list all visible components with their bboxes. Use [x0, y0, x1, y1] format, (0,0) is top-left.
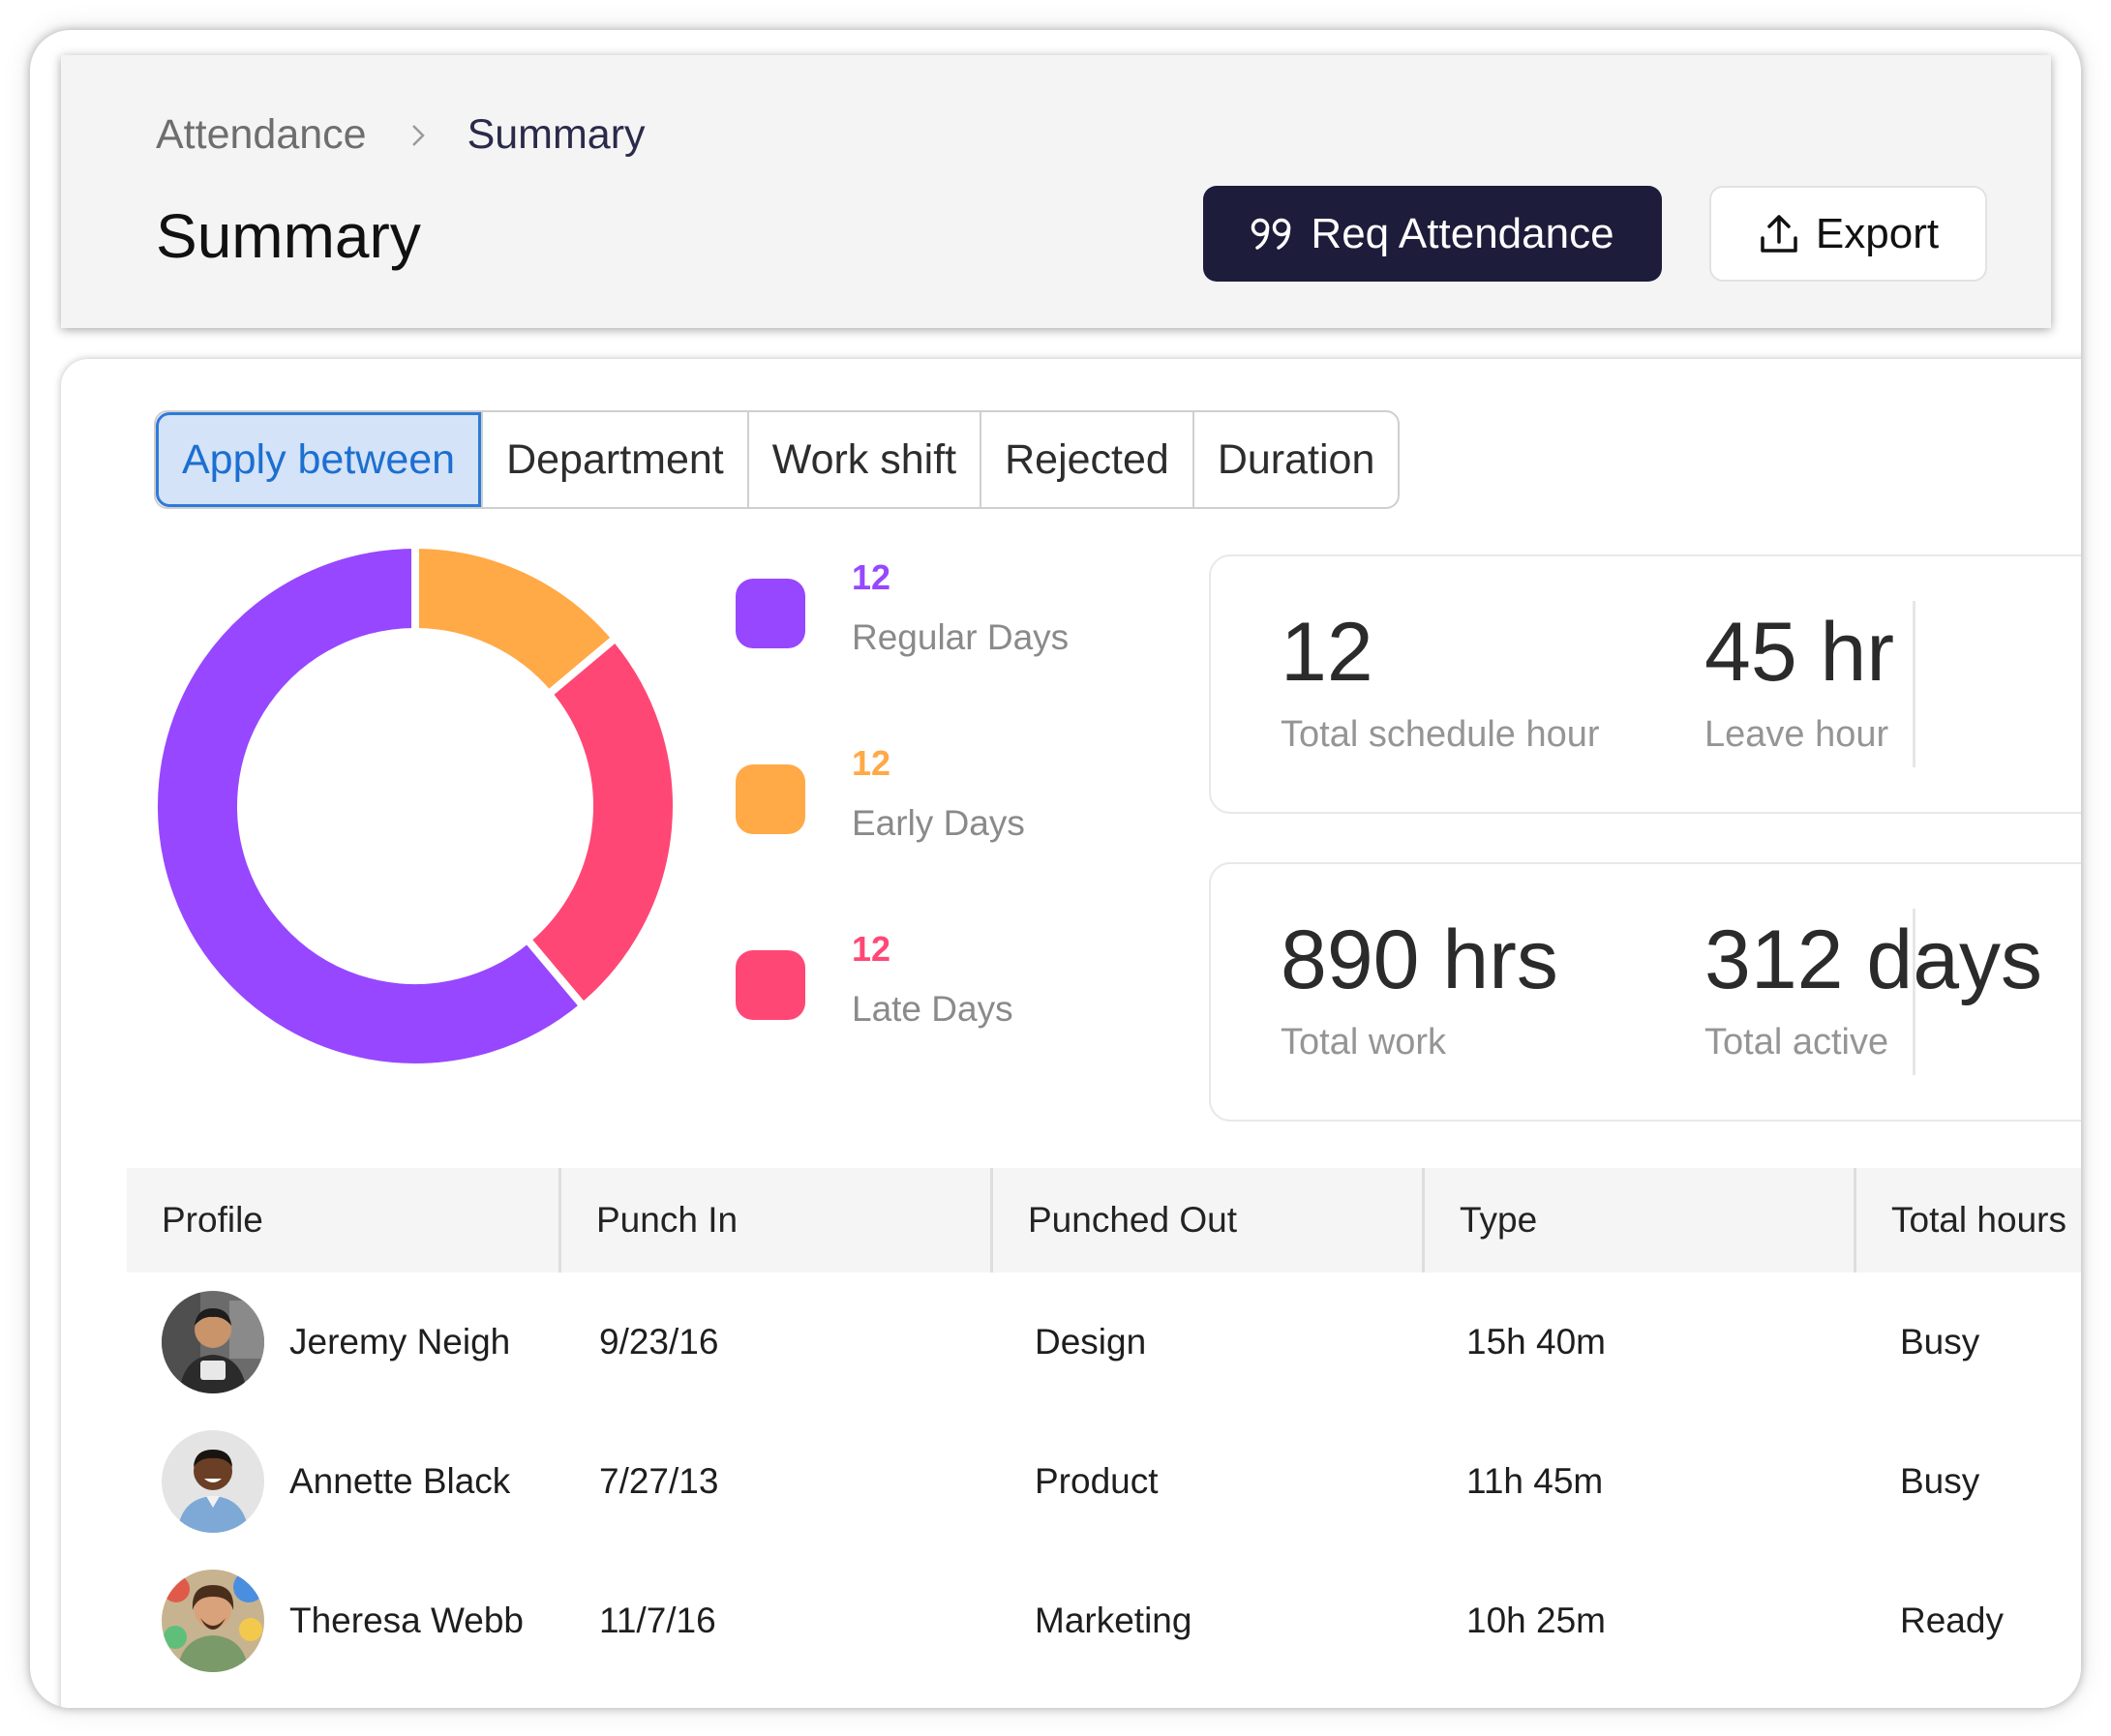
- schedule-stats-card: 12 Total schedule hour 45 hr Leave hour: [1209, 554, 2081, 814]
- type-cell: 10h 25m: [1466, 1601, 1606, 1640]
- table-row[interactable]: Theresa Webb 11/7/16 Marketing 10h 25m R…: [127, 1551, 2081, 1691]
- stat-value: 890 hrs: [1281, 913, 1558, 1006]
- profile-name: Jeremy Neigh: [289, 1322, 511, 1362]
- tab-apply-between[interactable]: Apply between: [156, 412, 482, 507]
- column-header-total-hours[interactable]: Total hours: [1854, 1168, 2081, 1272]
- stat-label: Total work: [1281, 1022, 1447, 1063]
- legend-item-regular: 12 Regular Days: [736, 557, 1103, 743]
- donut-slice-late: [522, 632, 677, 1012]
- tab-department[interactable]: Department: [481, 412, 747, 507]
- avatar: [162, 1430, 264, 1533]
- avatar: [162, 1570, 264, 1672]
- legend-item-late: 12 Late Days: [736, 929, 1103, 1115]
- total-hours-cell: Busy: [1900, 1461, 1980, 1501]
- app-window: Attendance Summary Summary Req Attendanc…: [30, 30, 2081, 1708]
- filter-tabs: Apply between Department Work shift Reje…: [154, 410, 1401, 509]
- legend-value-late: 12: [852, 929, 891, 969]
- stat-total-schedule: 12 Total schedule hour: [1281, 605, 1600, 756]
- legend-swatch-late: [736, 950, 805, 1020]
- table-row[interactable]: Annette Black 7/27/13 Product 11h 45m Bu…: [127, 1412, 2081, 1551]
- chevron-right-icon: [411, 124, 425, 146]
- profile-name: Annette Black: [289, 1461, 511, 1501]
- stat-value: 45 hr: [1704, 606, 1895, 699]
- summary-panel: Apply between Department Work shift Reje…: [61, 359, 2081, 1708]
- column-header-type[interactable]: Type: [1422, 1168, 1854, 1272]
- page-title: Summary: [156, 201, 421, 271]
- breadcrumb: Attendance Summary: [156, 111, 646, 159]
- chart-legend: 12 Regular Days 12 Early Days 12 Late Da…: [736, 557, 1103, 1115]
- stat-total-active: 312 days Total active: [1704, 913, 2042, 1063]
- column-header-punched-out[interactable]: Punched Out: [990, 1168, 1422, 1272]
- legend-swatch-early: [736, 764, 805, 834]
- stat-leave-hour: 45 hr Leave hour: [1704, 605, 1894, 756]
- stat-label: Total schedule hour: [1281, 714, 1600, 755]
- legend-value-early: 12: [852, 743, 891, 783]
- breadcrumb-attendance[interactable]: Attendance: [156, 111, 367, 158]
- total-hours-cell: Ready: [1900, 1601, 2004, 1640]
- legend-item-early: 12 Early Days: [736, 743, 1103, 929]
- breadcrumb-summary[interactable]: Summary: [467, 111, 646, 158]
- req-attendance-button[interactable]: Req Attendance: [1203, 186, 1662, 282]
- avatar: [162, 1291, 264, 1393]
- punched-out-cell: Product: [1035, 1461, 1159, 1501]
- punch-in-cell: 9/23/16: [599, 1322, 719, 1362]
- punched-out-cell: Marketing: [1035, 1601, 1192, 1640]
- stat-total-work: 890 hrs Total work: [1281, 913, 1558, 1063]
- profile-cell: Theresa Webb: [127, 1570, 558, 1672]
- work-stats-card: 890 hrs Total work 312 days Total active: [1209, 862, 2081, 1122]
- stat-label: Total active: [1704, 1022, 1889, 1063]
- export-button[interactable]: Export: [1709, 186, 1987, 282]
- profile-name: Theresa Webb: [289, 1601, 524, 1640]
- total-hours-cell: Busy: [1900, 1322, 1980, 1362]
- tab-rejected[interactable]: Rejected: [980, 412, 1192, 507]
- attendance-table: Profile Punch In Punched Out Type Total …: [127, 1168, 2081, 1691]
- type-cell: 11h 45m: [1466, 1461, 1604, 1501]
- quote-icon: [1252, 218, 1291, 250]
- legend-label-regular: Regular Days: [852, 617, 1070, 657]
- legend-value-regular: 12: [852, 557, 891, 597]
- tab-duration[interactable]: Duration: [1191, 412, 1399, 507]
- divider: [1913, 909, 1915, 1075]
- tab-work-shift[interactable]: Work shift: [746, 412, 980, 507]
- stat-value: 312 days: [1704, 913, 2043, 1006]
- stat-label: Leave hour: [1704, 714, 1889, 755]
- punch-in-cell: 7/27/13: [599, 1461, 719, 1501]
- table-row[interactable]: Jeremy Neigh 9/23/16 Design 15h 40m Busy: [127, 1272, 2081, 1412]
- req-attendance-label: Req Attendance: [1311, 209, 1614, 257]
- profile-cell: Annette Black: [127, 1430, 558, 1533]
- page-header: Attendance Summary Summary Req Attendanc…: [61, 55, 2051, 328]
- table-header: Profile Punch In Punched Out Type Total …: [127, 1168, 2081, 1272]
- column-header-profile[interactable]: Profile: [162, 1200, 263, 1240]
- legend-swatch-regular: [736, 579, 805, 648]
- attendance-donut-chart: [154, 545, 677, 1067]
- legend-label-late: Late Days: [852, 989, 1013, 1029]
- punched-out-cell: Design: [1035, 1322, 1147, 1362]
- column-header-punch-in[interactable]: Punch In: [558, 1168, 990, 1272]
- upload-icon: [1761, 214, 1797, 253]
- export-label: Export: [1815, 209, 1940, 257]
- legend-label-early: Early Days: [852, 803, 1025, 843]
- punch-in-cell: 11/7/16: [599, 1601, 716, 1640]
- divider: [1913, 601, 1915, 767]
- donut-slice-regular: [154, 545, 589, 1067]
- profile-cell: Jeremy Neigh: [127, 1291, 558, 1393]
- stat-value: 12: [1281, 606, 1373, 699]
- type-cell: 15h 40m: [1466, 1322, 1606, 1362]
